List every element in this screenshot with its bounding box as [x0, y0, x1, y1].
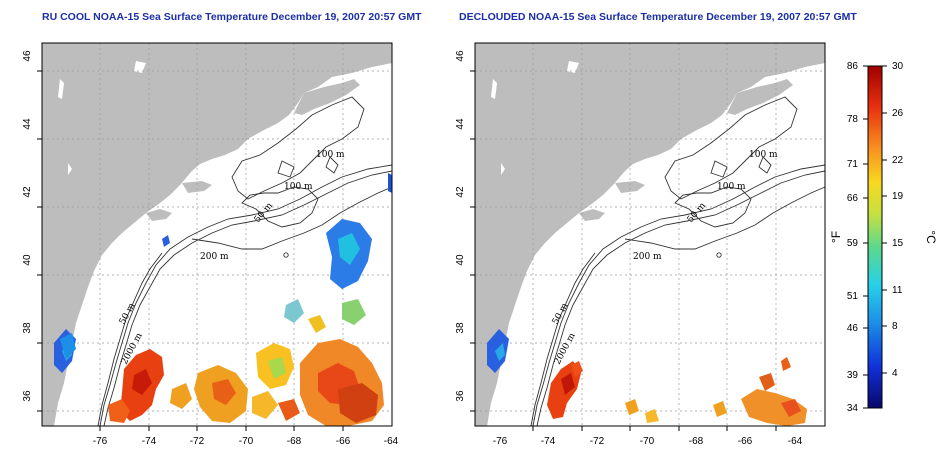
- celsius-tick: 30: [892, 61, 904, 72]
- lon-tick-labels-left: -76 -74 -72 -70 -68 -66 -64: [93, 436, 399, 447]
- lat-tick-label: 38: [455, 322, 466, 334]
- lat-tick-label: 42: [22, 186, 33, 198]
- fahrenheit-tick: 86: [847, 61, 859, 72]
- fahrenheit-tick: 66: [847, 193, 859, 204]
- lon-tick-label: -70: [640, 436, 655, 447]
- map-title-right: DECLOUDED NOAA-15 Sea Surface Temperatur…: [459, 11, 857, 23]
- lat-tick-label: 36: [455, 390, 466, 402]
- lon-tick-label: -68: [287, 436, 302, 447]
- colorbar: 86 78 71 66 59 51 46 39 34 30 26 22 19 1…: [829, 61, 938, 414]
- lat-tick-label: 44: [22, 118, 33, 130]
- lon-tick-label: -74: [541, 436, 556, 447]
- lon-tick-label: -76: [493, 436, 508, 447]
- fahrenheit-tick: 78: [847, 114, 859, 125]
- fahrenheit-tick: 51: [847, 291, 859, 302]
- lat-tick-labels-right: 36 38 40 42 44 46: [455, 50, 466, 402]
- map-title-left: RU COOL NOAA-15 Sea Surface Temperature …: [42, 11, 422, 23]
- lon-tick-label: -70: [239, 436, 254, 447]
- lat-tick-label: 46: [455, 50, 466, 62]
- sst-warm-patches-right: [547, 357, 807, 426]
- lat-tick-label: 46: [22, 50, 33, 62]
- contour-label: 100 m: [749, 150, 778, 160]
- lat-tick-labels-left: 36 38 40 42 44 46: [22, 50, 33, 402]
- lon-tick-label: -72: [590, 436, 605, 447]
- lon-tick-label: -74: [142, 436, 157, 447]
- contour-label: 100 m: [284, 182, 313, 192]
- fahrenheit-ticks: 86 78 71 66 59 51 46 39 34: [847, 61, 859, 414]
- lat-tick-label: 40: [22, 254, 33, 266]
- celsius-tick: 4: [892, 368, 898, 379]
- lat-tick-label: 38: [22, 322, 33, 334]
- contour-label: 200 m: [200, 252, 229, 262]
- celsius-tick: 19: [892, 191, 904, 202]
- celsius-tick: 26: [892, 108, 904, 119]
- lon-tick-label: -68: [689, 436, 704, 447]
- colorbar-gradient: [867, 65, 883, 409]
- celsius-unit-label: °C: [924, 230, 938, 244]
- lat-tick-label: 40: [455, 254, 466, 266]
- lon-tick-labels-right: -76 -74 -72 -70 -68 -66 -64: [493, 436, 803, 447]
- lon-tick-label: -76: [93, 436, 108, 447]
- lat-tick-label: 44: [455, 118, 466, 130]
- contour-label: 100 m: [316, 150, 345, 160]
- fahrenheit-tick: 46: [847, 323, 859, 334]
- map-right: 100 m 100 m 50 m 200 m 50 m 2000 m -76 -…: [455, 42, 826, 447]
- lon-tick-label: -72: [190, 436, 205, 447]
- map-left: 100 m 100 m 50 m 200 m 50 m 2000 m -76 -…: [22, 42, 399, 447]
- lon-tick-label: -64: [384, 436, 399, 447]
- fahrenheit-tick: 34: [847, 403, 859, 414]
- lon-tick-label: -66: [738, 436, 753, 447]
- celsius-tick: 22: [892, 155, 904, 166]
- celsius-tick: 15: [892, 238, 904, 249]
- fahrenheit-tick: 59: [847, 238, 859, 249]
- fahrenheit-tick: 71: [847, 159, 859, 170]
- lon-tick-label: -66: [336, 436, 351, 447]
- lat-tick-label: 42: [455, 186, 466, 198]
- fahrenheit-unit-label: °F: [829, 231, 843, 243]
- fahrenheit-tick: 39: [847, 370, 859, 381]
- sst-warm-patches-left: [108, 299, 384, 426]
- lat-tick-label: 36: [22, 390, 33, 402]
- celsius-tick: 11: [892, 285, 903, 296]
- lon-tick-label: -64: [788, 436, 803, 447]
- contour-label: 100 m: [717, 182, 746, 192]
- contour-label: 200 m: [633, 252, 662, 262]
- sst-cool-patches-left: [60, 173, 392, 359]
- celsius-tick: 8: [892, 321, 898, 332]
- celsius-ticks: 30 26 22 19 15 11 8 4: [892, 61, 904, 379]
